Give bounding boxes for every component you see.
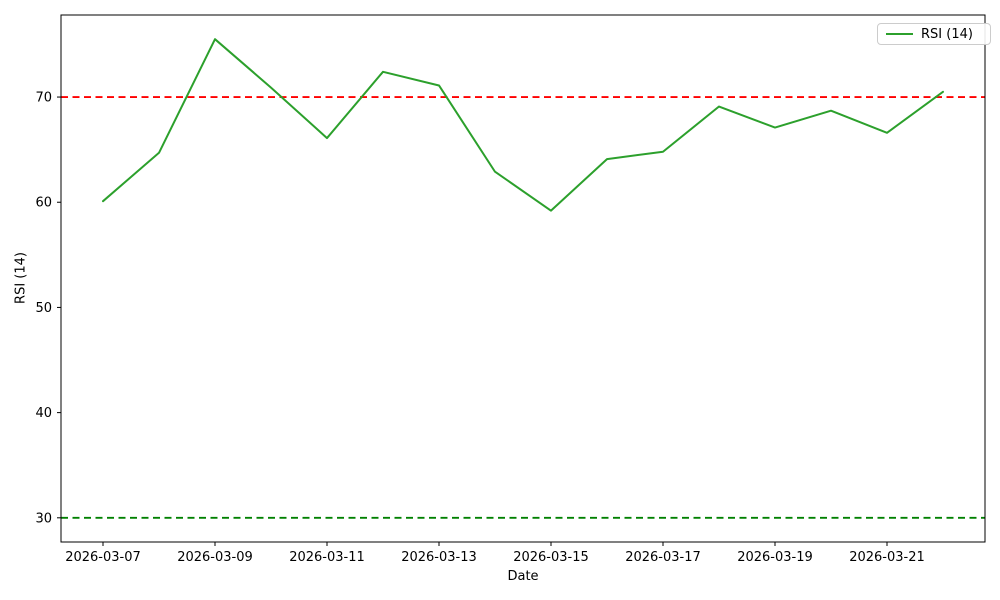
y-axis-label: RSI (14) xyxy=(13,252,29,304)
x-tick-label: 2026-03-13 xyxy=(401,550,477,565)
x-tick-label: 2026-03-15 xyxy=(513,550,589,565)
legend-line-sample-icon xyxy=(886,33,913,35)
x-tick-label: 2026-03-19 xyxy=(737,550,813,565)
y-tick-label: 60 xyxy=(35,196,52,211)
x-axis-label: Date xyxy=(507,569,539,584)
x-tick-label: 2026-03-07 xyxy=(65,550,141,565)
rsi-line xyxy=(102,38,944,212)
y-tick-label: 30 xyxy=(35,511,52,526)
x-tick-label: 2026-03-17 xyxy=(625,550,701,565)
x-tick-label: 2026-03-11 xyxy=(289,550,365,565)
x-tick-label: 2026-03-09 xyxy=(177,550,253,565)
x-tick-label: 2026-03-21 xyxy=(849,550,925,565)
y-tick-label: 50 xyxy=(35,301,52,316)
legend-label: RSI (14) xyxy=(921,26,973,42)
axes-frame xyxy=(60,14,986,543)
y-tick-label: 40 xyxy=(35,406,52,421)
y-tick-label: 70 xyxy=(35,91,52,106)
legend: RSI (14) xyxy=(877,23,991,45)
